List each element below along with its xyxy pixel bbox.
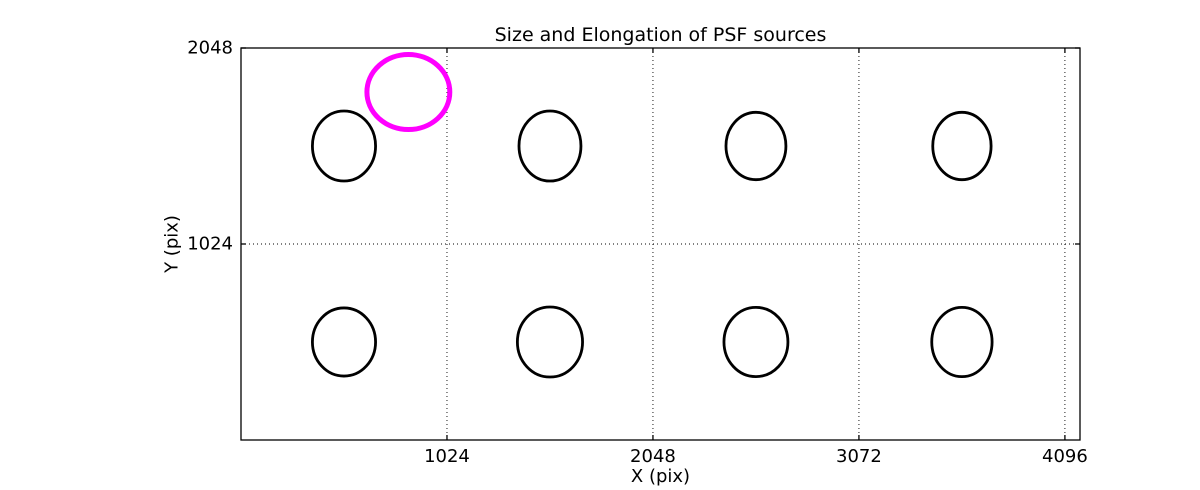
psf-ellipse xyxy=(517,109,583,183)
x-tick-label: 4096 xyxy=(1042,446,1088,467)
x-tick-label: 3072 xyxy=(836,446,882,467)
y-tick-label: 1024 xyxy=(187,233,233,255)
psf-ellipse xyxy=(722,305,790,379)
reference-circle xyxy=(364,52,453,133)
psf-ellipse xyxy=(311,306,377,378)
x-tick-label: 1024 xyxy=(424,446,470,467)
chart-title: Size and Elongation of PSF sources xyxy=(494,24,827,46)
y-tick-label: 2048 xyxy=(187,37,233,59)
psf-ellipse xyxy=(931,110,993,182)
psf-ellipse xyxy=(724,110,788,182)
psf-ellipse xyxy=(311,109,377,183)
x-axis-label: X (pix) xyxy=(630,466,691,487)
psf-ellipse xyxy=(515,305,584,379)
x-tick-label: 2048 xyxy=(630,446,676,467)
psf-ellipse xyxy=(930,305,994,379)
plot-border xyxy=(240,47,1081,441)
y-axis-label: Y (pix) xyxy=(161,215,183,273)
